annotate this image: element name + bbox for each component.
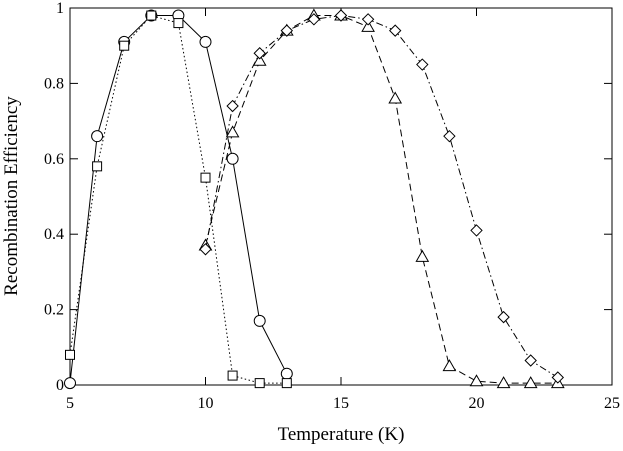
marker — [91, 130, 104, 143]
marker — [280, 24, 294, 37]
marker — [254, 378, 265, 389]
marker — [253, 314, 266, 327]
series-line — [205, 15, 558, 384]
plot-frame — [69, 7, 613, 386]
marker — [226, 152, 239, 165]
x-tick-label: 5 — [66, 395, 74, 412]
marker — [227, 370, 238, 381]
marker — [497, 310, 510, 324]
marker — [307, 13, 321, 26]
series-line — [205, 15, 559, 378]
marker — [199, 243, 212, 256]
series-line — [69, 15, 288, 384]
marker — [146, 10, 157, 21]
marker — [442, 359, 457, 372]
marker — [64, 377, 76, 390]
marker — [199, 35, 212, 48]
x-tick-label: 15 — [333, 395, 349, 412]
marker — [416, 58, 429, 71]
x-axis-label: Temperature (K) — [278, 424, 405, 445]
marker — [388, 24, 402, 37]
y-tick-label: 0.4 — [44, 226, 64, 243]
series-line — [69, 14, 287, 384]
marker — [252, 53, 267, 66]
marker — [523, 376, 538, 389]
marker — [281, 378, 292, 389]
marker — [280, 367, 293, 380]
y-tick-label: 0.2 — [44, 302, 64, 319]
marker — [119, 40, 130, 51]
x-tick-label: 10 — [198, 395, 214, 412]
marker — [92, 161, 103, 172]
y-tick-label: 0.6 — [44, 151, 64, 168]
y-tick-label: 0 — [56, 377, 64, 394]
marker — [200, 172, 211, 183]
marker — [443, 129, 456, 143]
marker — [388, 91, 403, 104]
marker — [334, 9, 348, 22]
marker — [225, 125, 240, 138]
marker — [524, 354, 537, 367]
marker — [361, 19, 375, 32]
marker — [173, 18, 184, 29]
x-tick-label: 25 — [604, 395, 620, 412]
marker — [470, 224, 483, 237]
y-tick-label: 0.8 — [44, 75, 64, 92]
y-axis-label: Recombination Efficiency — [1, 96, 22, 296]
marker — [415, 249, 430, 262]
marker — [253, 47, 266, 60]
marker — [469, 374, 484, 387]
marker — [226, 99, 239, 113]
marker — [361, 13, 375, 26]
marker — [65, 349, 75, 360]
y-tick-label: 1 — [56, 0, 64, 17]
marker — [496, 376, 511, 389]
x-tick-label: 20 — [469, 395, 485, 412]
marker — [551, 371, 565, 384]
